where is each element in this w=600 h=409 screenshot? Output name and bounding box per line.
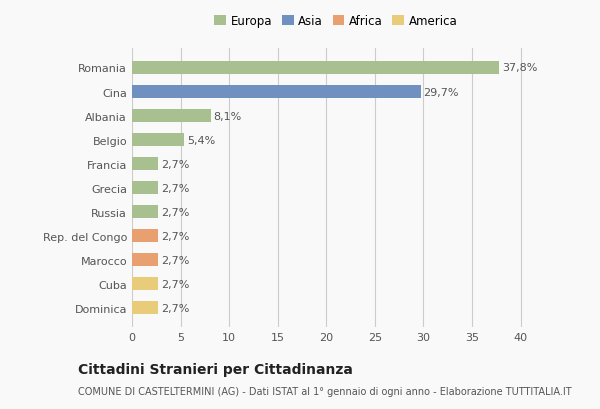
Bar xyxy=(132,134,184,147)
Text: 29,7%: 29,7% xyxy=(424,87,459,97)
Text: 2,7%: 2,7% xyxy=(161,207,190,217)
Bar xyxy=(132,110,211,123)
Bar xyxy=(132,157,158,171)
Bar xyxy=(132,182,158,195)
Text: 2,7%: 2,7% xyxy=(161,279,190,289)
Text: 2,7%: 2,7% xyxy=(161,159,190,169)
Text: 2,7%: 2,7% xyxy=(161,231,190,241)
Text: 8,1%: 8,1% xyxy=(214,111,242,121)
Text: 5,4%: 5,4% xyxy=(187,135,215,145)
Bar xyxy=(132,277,158,290)
Bar xyxy=(132,205,158,219)
Text: 2,7%: 2,7% xyxy=(161,303,190,313)
Bar xyxy=(132,301,158,315)
Bar xyxy=(132,86,421,99)
Text: 2,7%: 2,7% xyxy=(161,183,190,193)
Legend: Europa, Asia, Africa, America: Europa, Asia, Africa, America xyxy=(209,11,463,33)
Text: 37,8%: 37,8% xyxy=(502,63,538,73)
Text: 2,7%: 2,7% xyxy=(161,255,190,265)
Bar xyxy=(132,62,499,75)
Text: COMUNE DI CASTELTERMINI (AG) - Dati ISTAT al 1° gennaio di ogni anno - Elaborazi: COMUNE DI CASTELTERMINI (AG) - Dati ISTA… xyxy=(78,387,572,396)
Text: Cittadini Stranieri per Cittadinanza: Cittadini Stranieri per Cittadinanza xyxy=(78,362,353,376)
Bar xyxy=(132,254,158,267)
Bar xyxy=(132,229,158,243)
